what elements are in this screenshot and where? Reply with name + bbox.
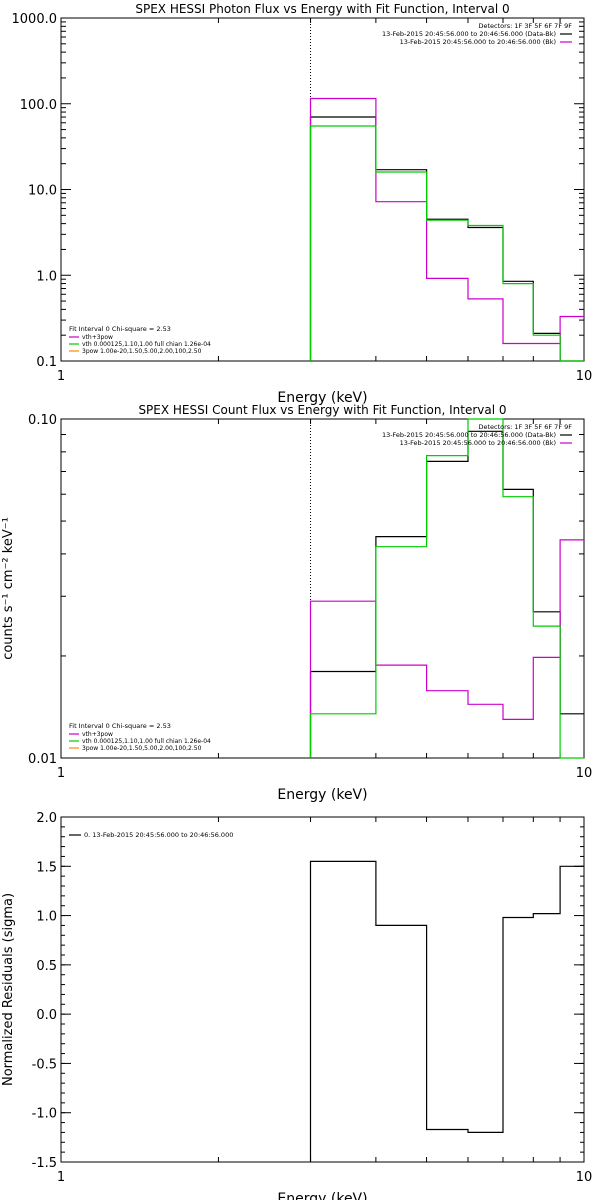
y-tick-label: 1.0 [36,269,57,284]
fit-legend-item: 3pow 1.00e-20,1.50,5.00,2.00,100,2.50 [82,745,202,752]
fit-legend-item: vth 0.000125,1.10,1.00 full chian 1.26e-… [82,341,211,348]
x-tick-label: 10 [576,369,593,384]
series-line-1 [309,116,584,362]
y-tick-label: 0.01 [28,752,57,767]
series-line-3 [309,125,584,362]
fit-legend-header: Fit Interval 0 Chi-square = 2.53 [69,722,171,730]
series-line-1 [309,430,584,758]
fit-legend-header: Fit Interval 0 Chi-square = 2.53 [69,325,171,333]
y-tick-label: 0.0 [36,1008,57,1023]
x-tick-label: 1 [57,766,65,781]
top-legend-text: Detectors: 1F 3F 5F 6F 7F 9F [478,423,572,431]
chart-panel-3: 1 10 Energy (keV) -1.5 -1.0 -0.5 0.0 0.5 1.0 1.5 2… [1,811,592,1200]
y-tick-label: 1.0 [36,910,57,925]
y-tick-label: 1.5 [36,860,57,875]
y-tick-label: 2.0 [36,811,57,826]
top-legend-text: 13-Feb-2015 20:45:56.000 to 20:46:56.000… [400,38,556,46]
series-line-3 [309,418,584,759]
fit-legend-item: 3pow 1.00e-20,1.50,5.00,2.00,100,2.50 [82,348,202,355]
residual-legend-text: 0. 13-Feb-2015 20:45:56.000 to 20:46:56.… [84,831,233,839]
chart-title: SPEX HESSI Count Flux vs Energy with Fit… [138,403,506,417]
top-legend-text: 13-Feb-2015 20:45:56.000 to 20:46:56.000… [400,439,556,447]
chart-panel-1: SPEX HESSI Photon Flux vs Energy with Fi… [12,2,593,406]
top-legend-text: 13-Feb-2015 20:45:56.000 to 20:46:56.000… [382,431,556,439]
y-tick-label: 0.5 [36,959,57,974]
y-tick-label: 1000.0 [12,12,58,27]
fit-legend-item: vth+3pow [82,731,113,738]
chart-title: SPEX HESSI Photon Flux vs Energy with Fi… [135,2,509,16]
y-tick-label: 10.0 [28,184,57,199]
y-tick-label: -1.5 [32,1156,57,1171]
y-tick-label: -1.0 [32,1107,57,1122]
chart-panel-2: SPEX HESSI Count Flux vs Energy with Fit… [1,403,592,803]
x-axis-label: Energy (keV) [277,787,367,803]
x-tick-label: 1 [57,369,65,384]
y-axis-label: Normalized Residuals (sigma) [1,893,16,1086]
x-axis-label: Energy (keV) [277,390,367,406]
y-tick-label: -0.5 [32,1057,57,1072]
x-tick-label: 10 [576,1170,593,1185]
series-line-2 [309,539,584,758]
y-tick-label: 0.10 [28,413,57,428]
top-legend-text: Detectors: 1F 3F 5F 6F 7F 9F [478,22,572,30]
fit-legend-item: vth 0.000125,1.10,1.00 full chian 1.26e-… [82,738,211,745]
y-tick-label: 0.1 [36,355,57,370]
x-tick-label: 10 [576,766,593,781]
y-tick-label: 100.0 [20,98,57,113]
x-axis-label: Energy (keV) [277,1191,367,1200]
series-line-1 [309,860,584,1162]
plot-frame [60,418,585,759]
series-line-2 [309,97,584,361]
fit-legend-item: vth+3pow [82,334,113,341]
plot-frame [60,17,585,362]
x-tick-label: 1 [57,1170,65,1185]
plot-frame [60,816,585,1163]
top-legend-text: 13-Feb-2015 20:45:56.000 to 20:46:56.000… [382,30,556,38]
y-axis-label: counts s⁻¹ cm⁻² keV⁻¹ [1,517,16,660]
